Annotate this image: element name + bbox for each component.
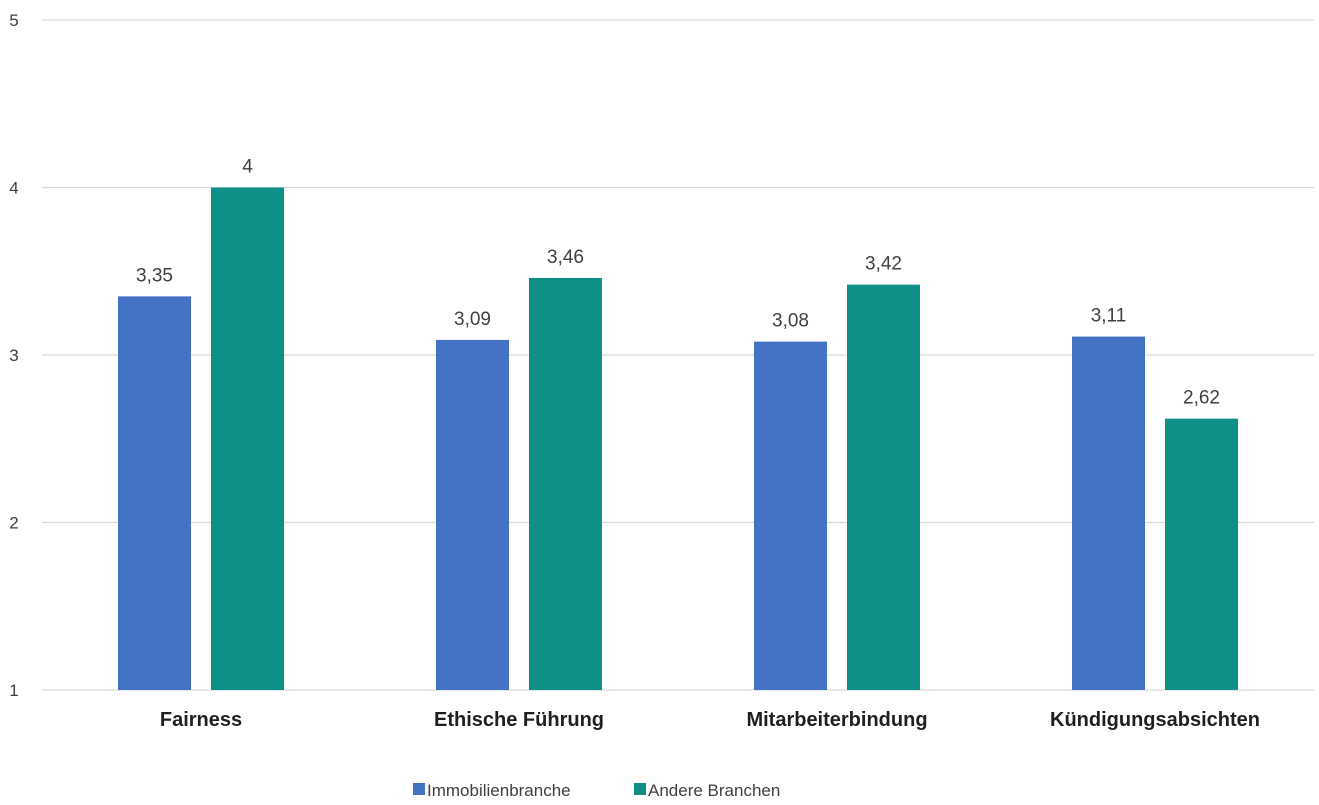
- data-label: 3,11: [1091, 306, 1127, 327]
- data-label: 2,62: [1183, 388, 1220, 409]
- data-label: 3,35: [136, 265, 173, 286]
- category-label: Fairness: [160, 709, 242, 731]
- bar-andere-branchen-4: [1165, 418, 1238, 690]
- y-tick-label: 4: [9, 179, 18, 198]
- data-label: 4: [242, 157, 253, 178]
- y-tick-label: 2: [9, 514, 18, 533]
- bar-immobilienbranche-3: [754, 341, 827, 690]
- data-label: 3,42: [865, 254, 902, 275]
- legend-label: Immobilienbranche: [427, 781, 571, 800]
- category-label: Kündigungsabsichten: [1050, 709, 1260, 731]
- y-tick-label: 3: [9, 346, 18, 365]
- legend-swatch: [413, 783, 425, 795]
- legend: Immobilienbranche Andere Branchen: [413, 781, 780, 800]
- category-label: Mitarbeiterbindung: [746, 709, 927, 731]
- y-tick-label: 5: [9, 11, 18, 30]
- bar-andere-branchen-3: [847, 284, 920, 690]
- y-axis-ticks: 1 2 3 4 5: [9, 11, 18, 700]
- data-label: 3,46: [547, 247, 584, 268]
- legend-label: Andere Branchen: [648, 781, 780, 800]
- data-label: 3,09: [454, 309, 491, 330]
- x-axis-categories: Fairness Ethische Führung Mitarbeiterbindu…: [160, 709, 1260, 731]
- category-label: Ethische Führung: [434, 709, 604, 731]
- bar-andere-branchen-1: [211, 187, 284, 690]
- data-labels: 3,35 3,09 3,08 3,11 4 3,46 3,42 2,62: [136, 157, 1220, 409]
- data-label: 3,08: [772, 311, 809, 332]
- bars: [118, 187, 1238, 690]
- bar-immobilienbranche-1: [118, 296, 191, 690]
- y-tick-label: 1: [9, 681, 18, 700]
- bar-immobilienbranche-2: [436, 339, 509, 690]
- bar-immobilienbranche-4: [1072, 336, 1145, 690]
- bar-andere-branchen-2: [529, 277, 602, 690]
- legend-swatch: [634, 783, 646, 795]
